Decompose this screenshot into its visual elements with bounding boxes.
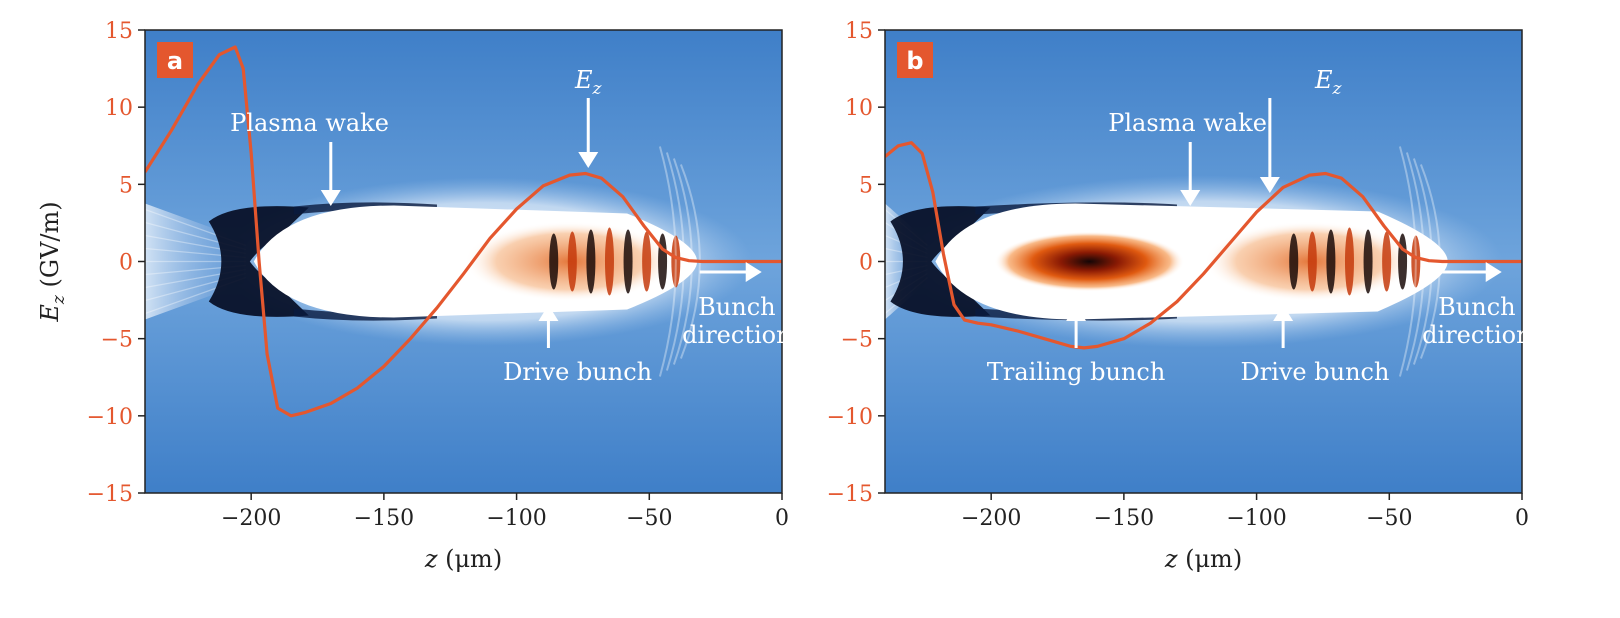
drive-bunch-stripe (671, 235, 681, 288)
y-tick-label: −10 (87, 405, 133, 430)
x-tick-label: −150 (1094, 506, 1154, 531)
panel-badge (157, 42, 193, 78)
y-tick-label: −5 (841, 328, 873, 353)
density-map (885, 30, 1522, 493)
drive-bunch-arrow-head (1273, 305, 1294, 321)
x-axis-title: z (μm) (1164, 545, 1242, 573)
drive-bunch-stripe (1382, 231, 1392, 292)
ez-curve (145, 45, 782, 418)
bunch-direction-head (745, 262, 762, 282)
y-tick-label: 15 (845, 19, 873, 44)
x-tick-label: −50 (1366, 506, 1412, 531)
drive-bunch-stripe (623, 229, 633, 294)
x-axis-unit: (μm) (437, 545, 502, 573)
x-tick-label: 0 (775, 506, 789, 531)
bunch-direction-label-2: direction (682, 321, 791, 349)
panel-a: −200 −150 −100 −50 0 15 10 5 0 −5 −10 −15 z (μm) Ez (… (36, 19, 792, 573)
y-tick-label: −5 (101, 328, 133, 353)
drive-bunch-stripe (604, 227, 614, 296)
y-tick-label: −15 (827, 482, 873, 507)
y-axis-sub: z (49, 294, 69, 305)
drive-bunch-stripe (1363, 229, 1373, 294)
y-axis-title: Ez (GV/m) (36, 201, 69, 322)
y-tick-label: −15 (87, 482, 133, 507)
plasma-wake-arrow-head (320, 190, 341, 206)
x-tick-label: −200 (961, 506, 1021, 531)
plasma-wake-label: Plasma wake (1108, 109, 1267, 137)
x-tick-label: −150 (354, 506, 414, 531)
y-axis-unit: (GV/m) (36, 201, 64, 295)
plasma-wake-arrow-head (1180, 190, 1201, 206)
dark-sheath (208, 206, 309, 317)
trailing-bunch-label: Trailing bunch (987, 358, 1165, 386)
y-tick-label: 5 (859, 173, 873, 198)
y-tick-label: 0 (859, 251, 873, 276)
x-axis-var: z (1164, 545, 1178, 573)
trailing-bunch-blob (994, 231, 1185, 292)
ez-label: Ez (1314, 66, 1343, 99)
drive-bunch-stripe (549, 233, 559, 290)
panel-label: a (167, 47, 183, 75)
wake-arc (665, 152, 685, 371)
x-tick-label: −100 (486, 506, 546, 531)
bunch-direction-label-2: direction (1422, 321, 1531, 349)
drive-bunch-stripe (1411, 235, 1421, 288)
bunch-direction-label-1: Bunch (698, 293, 775, 321)
wake-arc (658, 146, 677, 377)
wake-arc (1398, 146, 1417, 377)
y-tick-label: 5 (119, 173, 133, 198)
ez-label: Ez (574, 66, 603, 99)
bunch-direction-label-1: Bunch (1438, 293, 1515, 321)
x-tick-label: 0 (1515, 506, 1529, 531)
drive-bunch-stripe (567, 231, 577, 292)
x-axis-unit: (μm) (1177, 545, 1242, 573)
drive-bunch-stripe (1326, 229, 1336, 294)
y-tick-label: −10 (827, 405, 873, 430)
panel-label: b (906, 47, 923, 75)
drive-bunch-stripe (1289, 233, 1299, 290)
y-tick-label: 10 (105, 96, 133, 121)
drive-bunch-arrow-head (538, 305, 559, 321)
y-tick-label: 10 (845, 96, 873, 121)
bunch-direction-head (1485, 262, 1502, 282)
panel-b: −200 −150 −100 −50 0 15 10 5 0 −5 −10 −15 z (μm) b Pla… (827, 19, 1532, 573)
trailing-bunch-arrow-head (1066, 305, 1087, 321)
y-tick-label: 15 (105, 19, 133, 44)
density-map (145, 30, 782, 493)
plasma-wake-label: Plasma wake (230, 109, 389, 137)
ez-label-sub: z (1332, 79, 1343, 99)
y-tick-label: 0 (119, 251, 133, 276)
drive-bunch-stripe (642, 231, 652, 292)
ez-arrow-head (1259, 177, 1280, 193)
ez-arrow-head (578, 152, 599, 168)
drive-bunch-label: Drive bunch (1240, 358, 1389, 386)
drive-bunch-stripe (586, 229, 596, 294)
ez-label-var: E (574, 66, 593, 94)
drive-bunch-stripe (1344, 227, 1354, 296)
y-axis-var: E (36, 304, 64, 323)
drive-bunch-stripe (1398, 233, 1408, 290)
x-tick-label: −200 (221, 506, 281, 531)
ez-label-var: E (1314, 66, 1333, 94)
dark-sheath (890, 206, 991, 317)
wake-arc (1405, 152, 1425, 371)
drive-bunch-stripe (658, 233, 668, 290)
drive-bunch-label: Drive bunch (503, 358, 652, 386)
x-axis-var: z (424, 545, 438, 573)
x-axis-title: z (μm) (424, 545, 502, 573)
ez-label-sub: z (592, 79, 603, 99)
x-tick-label: −100 (1226, 506, 1286, 531)
panel-badge (897, 42, 933, 78)
ez-curve (885, 141, 1522, 350)
x-tick-label: −50 (626, 506, 672, 531)
drive-bunch-stripe (1307, 231, 1317, 292)
